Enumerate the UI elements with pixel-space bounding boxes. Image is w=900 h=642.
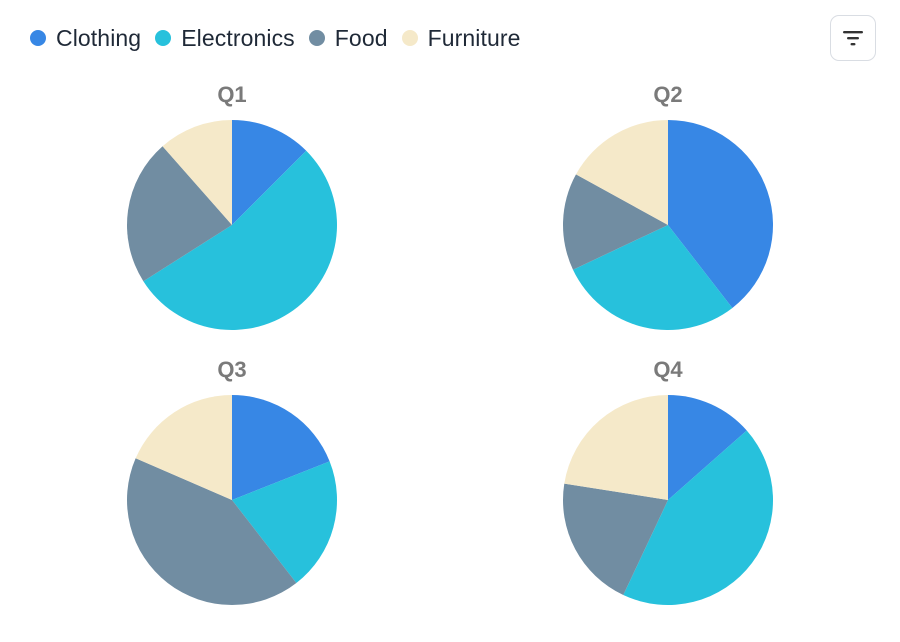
pie-slice-food[interactable] <box>562 174 668 270</box>
pie-slice-food[interactable] <box>562 483 668 596</box>
pie-slice-furniture[interactable] <box>162 120 232 225</box>
pie-title: Q1 <box>217 82 246 107</box>
pie-slice-food[interactable] <box>127 458 297 606</box>
pie-slice-furniture[interactable] <box>575 120 668 225</box>
legend-label: Food <box>334 24 388 51</box>
legend-item-clothing[interactable]: Clothing <box>30 25 141 52</box>
pie-q1: Q1 <box>127 82 338 330</box>
legend-dot-electronics <box>155 30 172 46</box>
pie-title: Q3 <box>217 357 246 382</box>
pie-slice-furniture[interactable] <box>564 395 668 500</box>
legend-item-electronics[interactable]: Electronics <box>155 25 295 52</box>
legend-item-food[interactable]: Food <box>308 24 388 52</box>
legend-label: Clothing <box>56 24 142 51</box>
pie-title: Q2 <box>653 82 682 107</box>
legend-label: Furniture <box>427 24 521 51</box>
legend-label: Electronics <box>181 24 295 51</box>
pie-slice-clothing[interactable] <box>232 395 330 500</box>
legend-dot-clothing <box>30 30 46 46</box>
filter-icon <box>843 31 863 46</box>
filter-button[interactable] <box>830 15 876 61</box>
pie-slice-electronics[interactable] <box>572 225 733 331</box>
pie-q2: Q2 <box>562 82 774 331</box>
legend-item-furniture[interactable]: Furniture <box>401 24 521 52</box>
pie-title: Q4 <box>653 357 683 382</box>
pie-slice-electronics[interactable] <box>623 430 774 606</box>
legend: Clothing Electronics Food Furniture <box>30 22 535 54</box>
pie-slice-electronics[interactable] <box>143 150 338 330</box>
pie-slice-furniture[interactable] <box>135 395 232 500</box>
pie-q3: Q3 <box>127 357 338 606</box>
pie-slice-electronics[interactable] <box>232 461 338 583</box>
legend-dot-furniture <box>401 30 418 46</box>
pie-q4: Q4 <box>562 357 774 606</box>
pie-slice-food[interactable] <box>127 146 232 282</box>
legend-dot-food <box>308 30 325 46</box>
pie-slice-clothing[interactable] <box>668 119 774 308</box>
pie-slice-clothing[interactable] <box>668 395 747 500</box>
pie-slice-clothing[interactable] <box>232 120 307 225</box>
